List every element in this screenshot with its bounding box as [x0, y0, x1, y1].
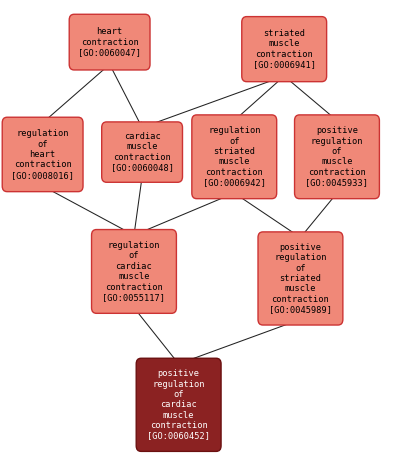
Text: cardiac
muscle
contraction
[GO:0060048]: cardiac muscle contraction [GO:0060048] [110, 132, 173, 172]
FancyBboxPatch shape [101, 122, 182, 182]
Text: regulation
of
striated
muscle
contraction
[GO:0006942]: regulation of striated muscle contractio… [202, 126, 265, 187]
Text: positive
regulation
of
muscle
contraction
[GO:0045933]: positive regulation of muscle contractio… [305, 126, 368, 187]
FancyBboxPatch shape [69, 14, 150, 70]
FancyBboxPatch shape [294, 115, 378, 198]
Text: positive
regulation
of
cardiac
muscle
contraction
[GO:0060452]: positive regulation of cardiac muscle co… [147, 369, 210, 440]
Text: striated
muscle
contraction
[GO:0006941]: striated muscle contraction [GO:0006941] [252, 29, 315, 69]
FancyBboxPatch shape [258, 232, 342, 325]
FancyBboxPatch shape [92, 230, 176, 314]
Text: regulation
of
heart
contraction
[GO:0008016]: regulation of heart contraction [GO:0008… [11, 129, 74, 180]
FancyBboxPatch shape [2, 117, 83, 192]
FancyBboxPatch shape [136, 358, 220, 451]
FancyBboxPatch shape [241, 16, 326, 81]
FancyBboxPatch shape [191, 115, 276, 198]
Text: positive
regulation
of
striated
muscle
contraction
[GO:0045989]: positive regulation of striated muscle c… [268, 243, 331, 314]
Text: heart
contraction
[GO:0060047]: heart contraction [GO:0060047] [78, 27, 141, 57]
Text: regulation
of
cardiac
muscle
contraction
[GO:0055117]: regulation of cardiac muscle contraction… [102, 241, 165, 302]
